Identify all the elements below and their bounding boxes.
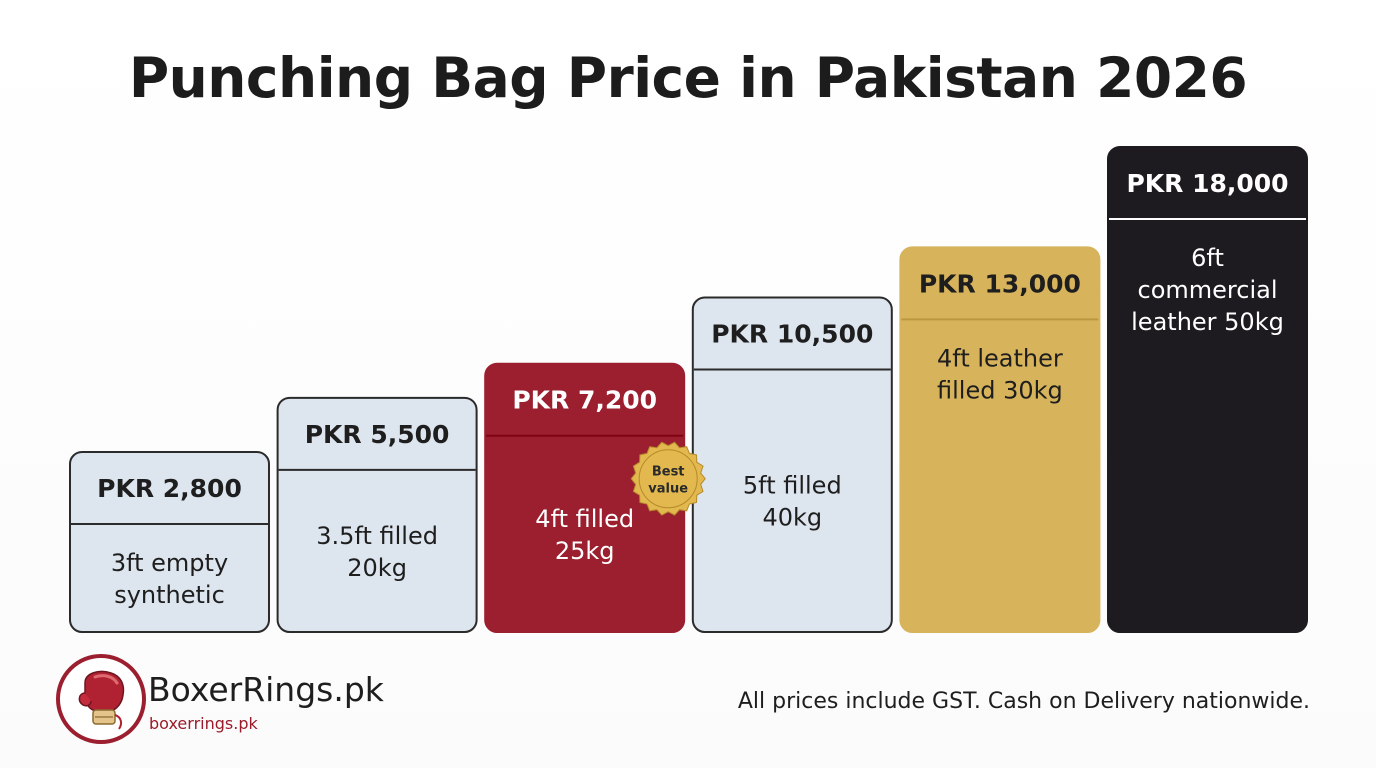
brand-url[interactable]: boxerrings.pk (149, 714, 258, 733)
price-label: PKR 2,800 (97, 474, 242, 503)
bar (899, 246, 1101, 633)
category-label: filled 30kg (937, 376, 1063, 404)
price-card-6: PKR 18,000 6ft commercial leather 50kg (1107, 146, 1308, 633)
category-label: 5ft filled (743, 472, 842, 500)
bar (69, 451, 270, 633)
category-label: 20kg (347, 554, 407, 582)
price-card-3: PKR 7,200 4ft filled 25kg (484, 362, 686, 633)
price-label: PKR 10,500 (711, 319, 873, 348)
boxing-glove-icon (56, 654, 146, 744)
brand-name: BoxerRings.pk (148, 670, 384, 709)
category-label: leather 50kg (1131, 308, 1284, 336)
category-label: 25kg (555, 537, 615, 565)
category-label: 40kg (762, 504, 822, 532)
price-label: PKR 13,000 (919, 269, 1081, 298)
bar (276, 396, 478, 633)
category-label: commercial (1138, 276, 1278, 304)
footnote: All prices include GST. Cash on Delivery… (737, 689, 1310, 714)
price-card-1: PKR 2,800 3ft empty synthetic (69, 451, 270, 633)
bar (1107, 146, 1308, 633)
badge-label: Best (652, 465, 685, 480)
price-card-4: PKR 10,500 5ft filled 40kg (691, 296, 893, 633)
category-label: 6ft (1191, 244, 1224, 272)
best-value-badge: Best value (630, 441, 706, 516)
page-title: Punching Bag Price in Pakistan 2026 (128, 46, 1248, 110)
category-label: 4ft filled (535, 505, 634, 533)
price-label: PKR 18,000 (1126, 169, 1288, 198)
price-label: PKR 7,200 (512, 386, 657, 415)
category-label: 4ft leather (937, 344, 1063, 372)
price-card-2: PKR 5,500 3.5ft filled 20kg (276, 396, 478, 633)
price-card-5: PKR 13,000 4ft leather filled 30kg (899, 246, 1101, 633)
category-label: 3.5ft filled (316, 522, 438, 550)
price-label: PKR 5,500 (305, 420, 450, 449)
badge-label: value (648, 482, 688, 497)
category-label: synthetic (114, 581, 225, 609)
category-label: 3ft empty (111, 549, 228, 577)
